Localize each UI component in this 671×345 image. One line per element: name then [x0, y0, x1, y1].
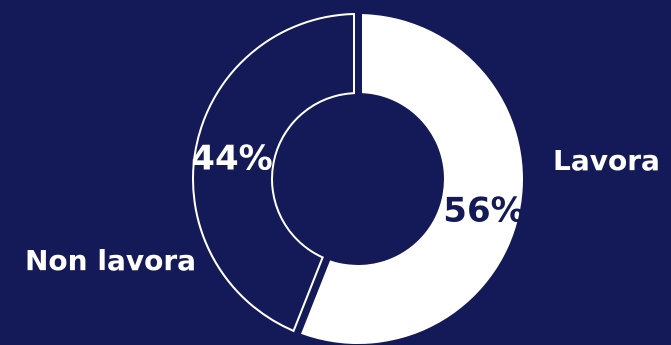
- data-label-lavora: 56%: [443, 191, 524, 231]
- pie-slice-non-lavora: [192, 13, 356, 333]
- category-label-non-lavora: Non lavora: [25, 244, 196, 277]
- data-label-non-lavora: 44%: [191, 139, 272, 179]
- pie-slice-lavora: [300, 14, 523, 344]
- category-label-lavora: Lavora: [553, 144, 660, 177]
